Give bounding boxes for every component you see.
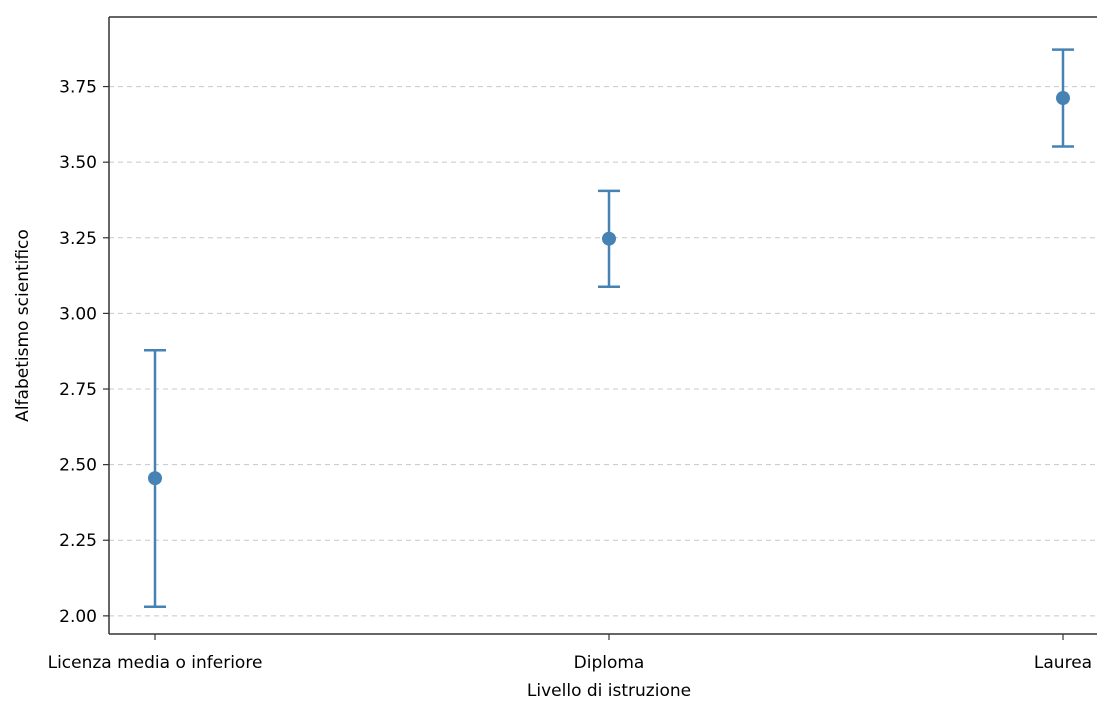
x-axis-label: Livello di istruzione xyxy=(527,681,691,701)
y-tick-label: 2.50 xyxy=(59,456,97,476)
error-bar-group xyxy=(144,349,166,609)
error-bar-group xyxy=(598,189,620,289)
y-tick-label: 2.75 xyxy=(59,380,97,400)
grid-lines xyxy=(109,86,1097,617)
data-point xyxy=(1056,91,1070,106)
y-tick-label: 3.50 xyxy=(59,153,97,173)
x-tick-label: Diploma xyxy=(574,653,645,673)
x-ticks: Licenza media o inferiore Diploma Laurea xyxy=(48,634,1092,673)
y-tick-label: 3.00 xyxy=(59,304,97,324)
y-tick-label: 2.00 xyxy=(59,607,97,627)
y-tick-label: 3.25 xyxy=(59,229,97,249)
x-tick-label: Licenza media o inferiore xyxy=(48,653,263,673)
axes xyxy=(108,16,1097,635)
y-ticks: 2.00 2.25 2.50 2.75 3.00 3.25 3.50 3.75 xyxy=(59,78,109,627)
y-axis-label: Alfabetismo scientifico xyxy=(13,229,33,422)
y-tick-label: 3.75 xyxy=(59,78,97,98)
error-bars xyxy=(144,48,1074,609)
data-point xyxy=(148,471,162,486)
error-bar-group xyxy=(1052,48,1074,148)
y-tick-label: 2.25 xyxy=(59,531,97,551)
data-point xyxy=(602,231,616,246)
x-tick-label: Laurea xyxy=(1034,653,1092,673)
